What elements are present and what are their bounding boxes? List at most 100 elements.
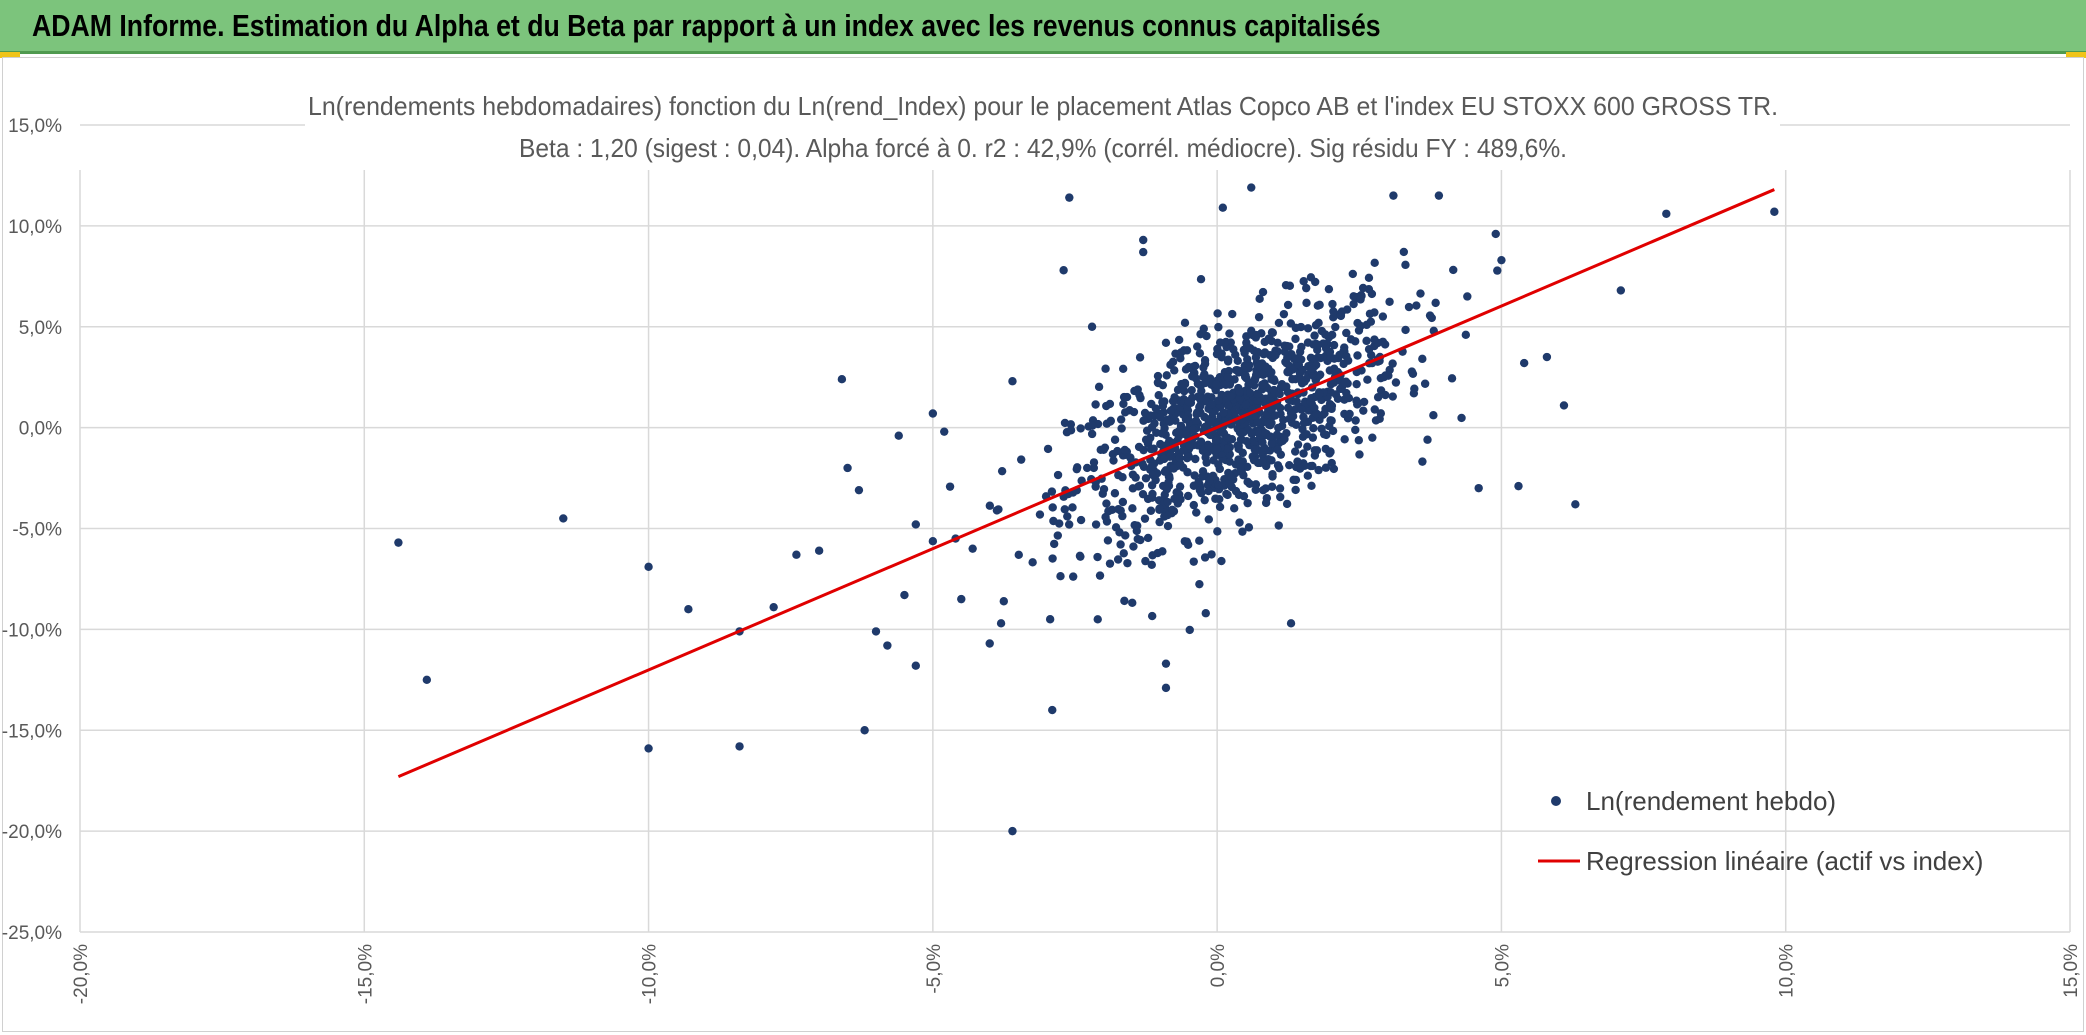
- data-point: [1371, 416, 1381, 425]
- data-point: [928, 409, 938, 418]
- data-point: [1121, 531, 1130, 540]
- data-point: [394, 538, 403, 547]
- data-point: [1053, 531, 1062, 540]
- data-point: [1141, 556, 1150, 566]
- data-point: [1298, 432, 1308, 441]
- data-point: [1273, 445, 1282, 455]
- data-point: [1418, 354, 1427, 364]
- data-point: [1461, 330, 1471, 340]
- data-point: [1103, 536, 1113, 545]
- data-point: [1238, 428, 1247, 437]
- data-point: [1068, 572, 1078, 581]
- data-point: [1321, 463, 1331, 472]
- data-point: [1161, 338, 1171, 348]
- data-point: [1189, 481, 1199, 490]
- data-point: [1180, 537, 1189, 546]
- data-point: [1158, 397, 1167, 406]
- data-point: [1291, 475, 1301, 485]
- data-point: [1235, 387, 1244, 396]
- data-point: [1275, 484, 1285, 493]
- data-point: [1497, 255, 1506, 265]
- data-point: [1342, 328, 1351, 338]
- data-point: [1165, 417, 1174, 426]
- corner-marker-left: [0, 52, 20, 58]
- data-point: [1141, 474, 1151, 483]
- data-point: [1190, 361, 1200, 371]
- data-point: [1180, 386, 1189, 396]
- data-point: [1409, 389, 1419, 398]
- data-point: [1308, 433, 1318, 442]
- data-point: [1326, 416, 1335, 425]
- data-point: [1312, 446, 1322, 455]
- data-point: [1339, 359, 1348, 369]
- data-point: [1243, 498, 1252, 508]
- data-point: [1059, 266, 1068, 275]
- data-point: [1370, 258, 1379, 268]
- data-point: [1192, 342, 1202, 351]
- data-point: [1206, 417, 1216, 427]
- data-point: [1327, 330, 1337, 340]
- data-point: [900, 590, 909, 600]
- data-point: [1223, 401, 1233, 411]
- data-point: [1227, 472, 1236, 481]
- data-point: [1113, 555, 1123, 564]
- data-point: [1198, 467, 1208, 476]
- data-point: [1770, 207, 1779, 216]
- data-point: [1148, 470, 1158, 480]
- data-point: [1306, 397, 1315, 407]
- data-point: [1315, 390, 1324, 399]
- data-point: [1123, 558, 1132, 568]
- data-point: [1091, 400, 1100, 409]
- data-point: [1095, 571, 1105, 580]
- data-point: [1296, 375, 1305, 384]
- data-point: [1309, 424, 1318, 433]
- data-point: [1120, 408, 1130, 417]
- data-point: [1447, 374, 1457, 383]
- data-point: [1221, 380, 1231, 389]
- x-tick-label: 15,0%: [2061, 944, 2082, 998]
- data-point: [1110, 489, 1120, 498]
- data-point: [1253, 389, 1262, 399]
- data-point: [1093, 552, 1102, 562]
- data-point: [1340, 378, 1350, 388]
- data-point: [1373, 393, 1383, 402]
- data-point: [1273, 461, 1283, 470]
- data-point: [1117, 424, 1126, 433]
- data-point: [1189, 557, 1198, 566]
- data-point: [644, 744, 653, 753]
- data-point: [883, 641, 892, 650]
- data-point: [1514, 481, 1523, 491]
- data-point: [968, 544, 977, 553]
- data-point: [1118, 497, 1128, 507]
- data-point: [911, 661, 920, 670]
- data-point: [1329, 340, 1339, 350]
- data-point: [1493, 266, 1502, 275]
- data-point: [1302, 298, 1311, 308]
- data-point: [1193, 379, 1203, 388]
- data-point: [1088, 421, 1097, 430]
- data-point: [1045, 615, 1055, 624]
- data-point: [1102, 499, 1111, 508]
- data-point: [1258, 287, 1268, 297]
- data-point: [1348, 269, 1358, 279]
- data-point: [992, 506, 1002, 515]
- data-point: [1270, 411, 1280, 420]
- data-point: [1662, 209, 1671, 218]
- data-point: [1132, 526, 1141, 536]
- data-point: [1276, 492, 1285, 502]
- data-point: [1122, 392, 1132, 402]
- data-point: [1100, 443, 1110, 452]
- data-point: [1135, 353, 1145, 362]
- data-point: [1118, 511, 1127, 521]
- data-point: [1223, 433, 1232, 442]
- data-point: [1035, 510, 1045, 519]
- data-point: [1230, 504, 1239, 513]
- data-point: [1114, 504, 1123, 514]
- report-header: ADAM Informe. Estimation du Alpha et du …: [0, 0, 2086, 54]
- data-point: [1416, 289, 1425, 298]
- data-point: [1105, 559, 1115, 568]
- data-point: [957, 594, 966, 604]
- data-point: [1160, 467, 1170, 476]
- data-point: [1299, 449, 1308, 458]
- data-point: [1391, 378, 1401, 387]
